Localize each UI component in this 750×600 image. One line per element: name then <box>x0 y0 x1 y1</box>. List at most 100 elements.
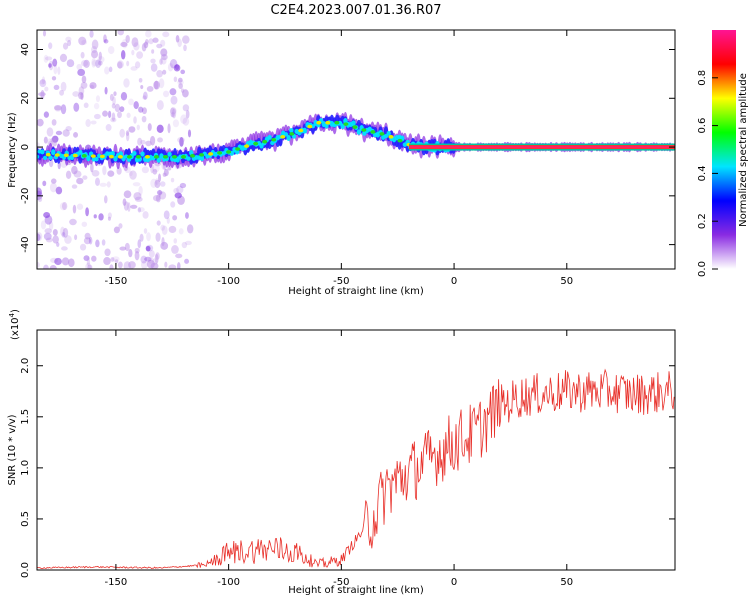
heatmap-noise-blob <box>48 221 54 231</box>
heatmap-noise-blob <box>72 91 80 97</box>
colorbar-tick-label: 0.0 <box>697 261 708 277</box>
heatmap-noise-blob <box>119 246 127 251</box>
heatmap-noise-blob <box>37 232 43 242</box>
heatmap-noise-blob <box>117 111 122 119</box>
heatmap-noise-blob <box>141 260 148 269</box>
heatmap-noise-blob <box>37 233 41 242</box>
heatmap-noise-blob <box>152 168 158 175</box>
heatmap-noise-blob <box>87 264 93 269</box>
spectrogram-xtick-label: 0 <box>451 276 457 287</box>
heatmap-noise-blob <box>65 36 72 42</box>
heatmap-noise-blob <box>137 207 142 213</box>
heatmap-noise-blob <box>106 181 111 188</box>
heatmap-noise-blob <box>61 246 68 251</box>
heatmap-noise-blob <box>150 58 156 64</box>
snr-ytick-label: 1.0 <box>20 460 31 476</box>
heatmap-noise-blob <box>105 124 112 132</box>
heatmap-noise-blob <box>93 102 100 110</box>
heatmap-noise-blob <box>91 39 99 50</box>
heatmap-noise-blob <box>43 111 49 118</box>
colorbar-ticks: 0.0 0.2 0.4 0.6 0.8 <box>697 70 718 277</box>
heatmap-noise-blob <box>169 88 177 96</box>
heatmap-noise-blob <box>138 77 143 83</box>
heatmap-noise-blob <box>76 63 83 71</box>
heatmap-noise-blob <box>156 100 164 111</box>
heatmap-noise-blob <box>133 101 139 110</box>
heatmap-ridge-peak <box>199 153 205 157</box>
heatmap-noise-blob <box>123 201 129 211</box>
heatmap-ridge-cell <box>78 149 83 155</box>
snr-xlabel: Height of straight line (km) <box>288 585 424 596</box>
heatmap-noise-blob <box>138 185 143 196</box>
spectrogram-xtick-label: -100 <box>217 276 240 287</box>
heatmap-noise-blob <box>154 253 159 264</box>
figure-title: C2E4.2023.007.01.36.R07 <box>270 3 441 18</box>
heatmap-noise-blob <box>146 85 154 92</box>
heatmap-noise-blob <box>104 86 108 95</box>
heatmap-noise-blob <box>134 247 140 254</box>
heatmap-ridge-peak <box>262 139 268 144</box>
heatmap-noise-blob <box>178 228 184 235</box>
colorbar: 0.0 0.2 0.4 0.6 0.8 Normalized spectral ampl… <box>697 30 749 277</box>
heatmap-noise-blob <box>169 58 178 69</box>
heatmap-noise-blob <box>44 215 53 225</box>
heatmap-noise-blob <box>89 82 97 89</box>
heatmap-ridge-cell <box>189 150 194 156</box>
heatmap-ridge-cell <box>286 135 291 142</box>
heatmap-noise-blob <box>134 250 140 261</box>
heatmap-noise-blob <box>176 262 181 269</box>
heatmap-noise-blob <box>71 165 78 175</box>
heatmap-noise-blob <box>156 43 163 49</box>
heatmap-noise-blob <box>174 64 180 70</box>
heatmap-noise-blob <box>71 184 78 189</box>
heatmap-noise-blob <box>121 38 128 49</box>
heatmap-noise-blob <box>162 90 170 98</box>
heatmap-noise-blob <box>156 124 164 134</box>
heatmap-noise-blob <box>128 98 134 106</box>
heatmap-ridge-peak <box>72 153 78 158</box>
heatmap-ridge-peak <box>81 154 87 158</box>
heatmap-noise-blob <box>117 30 125 36</box>
spectrogram-xlabel: Height of straight line (km) <box>288 286 424 297</box>
heatmap-noise-blob <box>53 84 60 90</box>
heatmap-ridge-peak <box>280 135 286 139</box>
heatmap-noise-blob <box>183 44 187 52</box>
heatmap-noise-blob <box>54 104 62 111</box>
heatmap-noise-blob <box>161 225 168 235</box>
heatmap-noise-blob <box>137 137 143 146</box>
colorbar-tick-label: 0.4 <box>697 165 708 181</box>
heatmap-noise-blob <box>91 45 98 54</box>
heatmap-noise-blob <box>43 232 52 241</box>
heatmap-noise-blob <box>43 136 48 144</box>
heatmap-ridge-peak <box>135 155 141 159</box>
heatmap-noise-blob <box>61 257 70 266</box>
heatmap-ridge-peak <box>244 144 250 148</box>
snr-xtick-label: -150 <box>105 577 128 588</box>
heatmap-noise-blob <box>61 202 68 211</box>
heatmap-noise-blob <box>178 77 183 83</box>
heatmap-noise-blob <box>141 166 150 174</box>
spectrogram-xtick-label: -50 <box>333 276 349 287</box>
heatmap-ridge-peak <box>208 152 214 156</box>
heatmap-noise-blob <box>98 213 104 221</box>
heatmap-noise-blob <box>57 66 61 76</box>
heatmap-noise-blob <box>154 179 161 189</box>
heatmap-noise-blob <box>44 228 52 234</box>
heatmap-noise-blob <box>50 257 58 263</box>
heatmap-ridge-peak <box>117 155 123 159</box>
heatmap-noise-blob <box>37 262 40 268</box>
heatmap-noise-blob <box>62 42 69 50</box>
heatmap-ridge-cell <box>356 129 362 135</box>
heatmap-noise-blob <box>98 51 102 61</box>
heatmap-noise-blob <box>60 226 65 237</box>
heatmap-noise-blob <box>81 221 88 227</box>
heatmap-noise-blob <box>182 35 190 44</box>
heatmap-noise-blob <box>170 112 176 118</box>
heatmap-noise-blob <box>158 191 167 200</box>
heatmap-noise-blob <box>113 91 117 97</box>
heatmap-noise-blob <box>170 201 176 208</box>
snr-ylabel: SNR (10 * v/v) <box>7 414 18 485</box>
heatmap-noise-blob <box>109 93 114 102</box>
heatmap-noise-blob <box>133 116 137 124</box>
heatmap-noise-blob <box>141 107 147 115</box>
